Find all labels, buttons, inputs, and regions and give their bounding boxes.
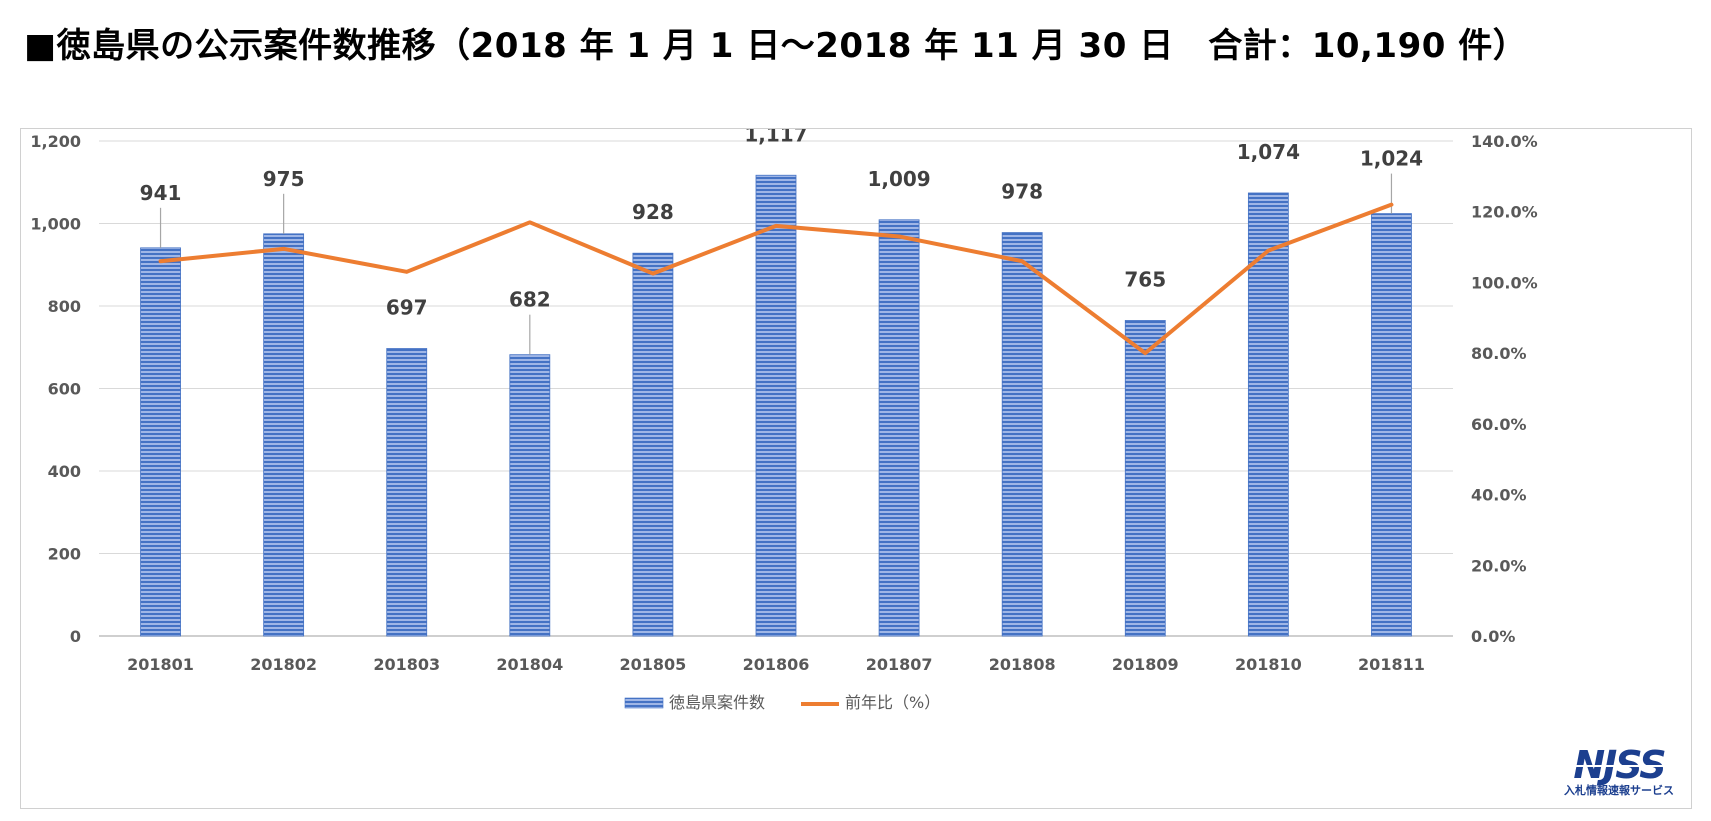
bar-data-label: 941 [140, 181, 182, 205]
bar [1124, 320, 1166, 637]
x-tick-label: 201806 [743, 655, 810, 674]
y-left-tick-label: 1,200 [30, 132, 81, 151]
y-right-tick-label: 0.0% [1471, 627, 1515, 646]
y-left-tick-label: 0 [70, 627, 81, 646]
bar [755, 174, 797, 637]
bar [1247, 192, 1289, 637]
bar [140, 247, 181, 637]
bar-data-label: 1,117 [744, 129, 807, 146]
x-tick-label: 201802 [250, 655, 317, 674]
x-tick-label: 201805 [620, 655, 687, 674]
y-left-tick-label: 1,000 [30, 215, 81, 234]
legend-label-line: 前年比（%） [845, 693, 940, 712]
x-tick-label: 201811 [1358, 655, 1425, 674]
combo-chart: 0 200 400 600 800 1,000 1,200 0.0% 20.0% 40.0% 60… [30, 122, 1538, 712]
y-right-tick-label: 140.0% [1471, 132, 1538, 151]
legend-swatch-bars [624, 697, 664, 709]
x-tick-label: 201803 [373, 655, 440, 674]
x-tick-label: 201810 [1235, 655, 1302, 674]
bar [1001, 232, 1043, 637]
chart-frame: 0 200 400 600 800 1,000 1,200 0.0% 20.0% 40.0% 60… [20, 122, 1692, 809]
x-tick-label: 201808 [989, 655, 1056, 674]
bar-data-label: 975 [263, 167, 305, 191]
x-tick-label: 201807 [866, 655, 933, 674]
bar [1371, 213, 1412, 637]
y-right-tick-label: 120.0% [1471, 203, 1538, 222]
y-left-tick-label: 600 [48, 380, 81, 399]
y-right-tick-label: 20.0% [1471, 556, 1527, 575]
x-tick-label: 201809 [1112, 655, 1179, 674]
bar-data-label: 1,024 [1360, 147, 1423, 171]
y-left-tick-label: 800 [48, 297, 81, 316]
bar-data-label: 682 [509, 288, 551, 312]
bar [632, 252, 674, 637]
y-right-tick-label: 80.0% [1471, 344, 1527, 363]
bar-data-label: 765 [1124, 267, 1166, 291]
bar-data-label: 1,074 [1237, 140, 1300, 164]
y-right-tick-label: 40.0% [1471, 486, 1527, 505]
logo-subtitle: 入札情報速報サービス [1564, 783, 1674, 797]
bar-data-label: 697 [386, 295, 428, 319]
legend-label-bars: 徳島県案件数 [669, 693, 765, 712]
y-left-tick-label: 400 [48, 462, 81, 481]
x-tick-label: 201801 [127, 655, 194, 674]
bar-data-label: 978 [1001, 180, 1043, 204]
y-left-tick-label: 200 [48, 545, 81, 564]
bar [386, 348, 428, 637]
y-right-tick-label: 100.0% [1471, 273, 1538, 292]
bar-data-label: 1,009 [867, 167, 930, 191]
page-title: ■徳島県の公示案件数推移（2018 年 1 月 1 日〜2018 年 11 月 … [24, 26, 1528, 66]
y-right-tick-label: 60.0% [1471, 415, 1527, 434]
x-tick-label: 201804 [496, 655, 563, 674]
bar [878, 219, 920, 637]
bar [263, 233, 305, 637]
bar-data-label: 928 [632, 200, 674, 224]
bar [509, 354, 551, 637]
njss-logo: NJSS 入札情報速報サービス [1554, 743, 1684, 800]
